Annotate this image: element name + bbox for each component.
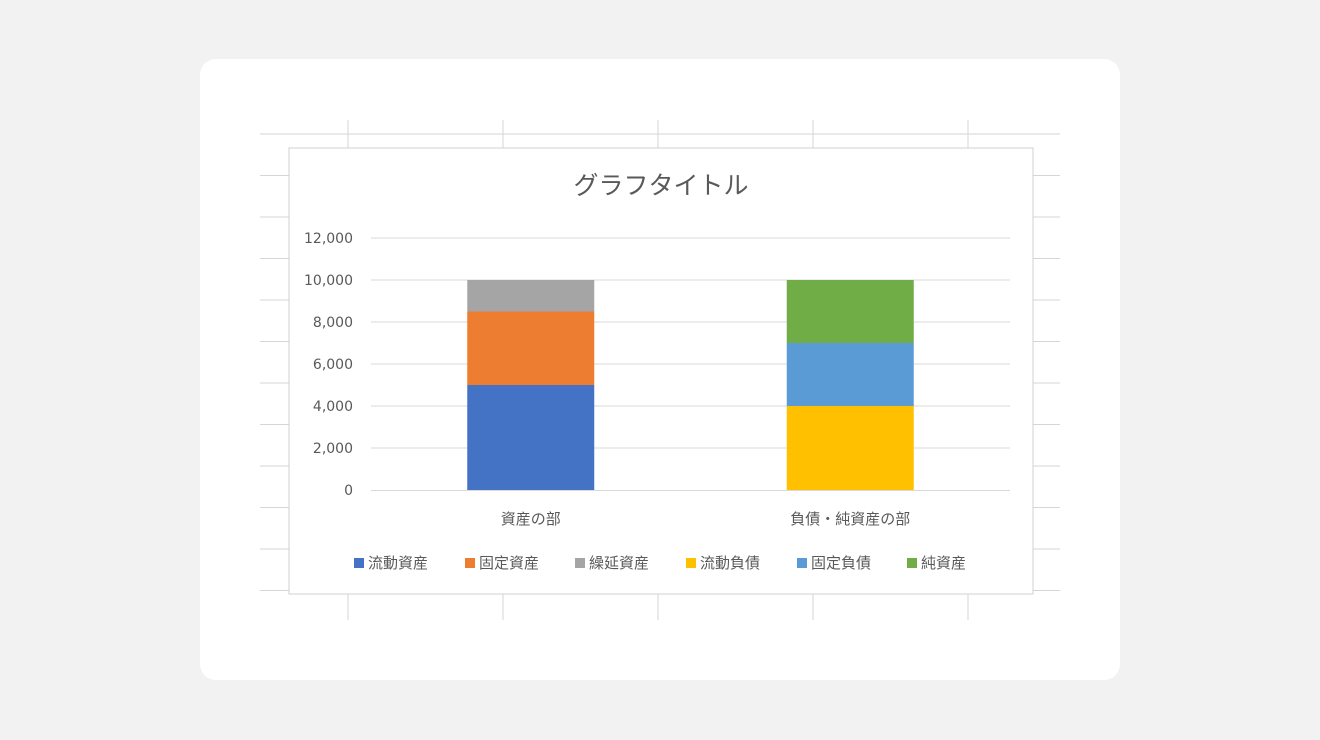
- x-tick-label: 資産の部: [501, 510, 561, 528]
- legend-swatch: [575, 558, 585, 568]
- bar-segment[interactable]: [467, 385, 595, 490]
- y-tick-label: 12,000: [304, 231, 353, 247]
- y-tick-label: 2,000: [313, 441, 353, 457]
- legend-label: 純資産: [921, 554, 966, 572]
- x-tick-label: 負債・純資産の部: [790, 510, 910, 528]
- legend-label: 固定負債: [811, 554, 871, 572]
- y-tick-label: 0: [344, 483, 353, 499]
- y-tick-label: 4,000: [313, 399, 353, 415]
- legend-swatch: [354, 558, 364, 568]
- y-tick-label: 6,000: [313, 357, 353, 373]
- legend-label: 固定資産: [479, 554, 539, 572]
- bar-segment[interactable]: [467, 311, 595, 386]
- bar-segment[interactable]: [786, 343, 914, 406]
- legend-swatch: [797, 558, 807, 568]
- legend-label: 流動資産: [368, 554, 428, 572]
- bars: [467, 280, 914, 490]
- bar-segment[interactable]: [786, 406, 914, 490]
- y-tick-label: 10,000: [304, 273, 353, 289]
- y-tick-label: 8,000: [313, 315, 353, 331]
- bar-segment[interactable]: [467, 280, 595, 312]
- chart-title: グラフタイトル: [573, 171, 748, 200]
- y-axis: 0 2,000 4,000 6,000 8,000 10,000 12,000: [304, 231, 353, 499]
- legend-swatch: [465, 558, 475, 568]
- chart-area[interactable]: [288, 147, 1034, 595]
- legend-label: 繰延資産: [589, 554, 649, 572]
- legend: 流動資産 固定資産 繰延資産 流動負債 固定負債 純資産: [354, 554, 966, 572]
- legend-label: 流動負債: [700, 554, 760, 572]
- x-axis: 資産の部 負債・純資産の部: [501, 510, 911, 528]
- legend-swatch: [686, 558, 696, 568]
- legend-swatch: [907, 558, 917, 568]
- bar-segment[interactable]: [786, 280, 914, 343]
